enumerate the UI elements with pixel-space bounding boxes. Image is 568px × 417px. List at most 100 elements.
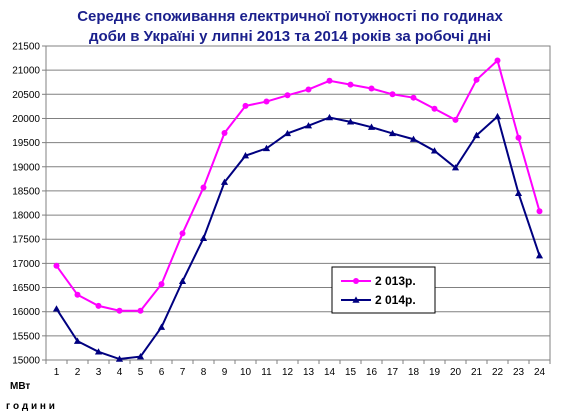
chart-title-line-1: Середнє споживання електричної потужност… [77,8,503,25]
legend-swatch-marker [353,278,359,284]
data-point [409,135,418,142]
y-tick-label: 20500 [12,90,40,101]
x-tick-label: 13 [303,367,315,378]
data-point [535,252,544,259]
x-tick-label: 23 [513,367,525,378]
x-tick-label: 9 [222,367,228,378]
y-tick-label: 15500 [12,331,40,342]
x-axis-ticks: 1 2 3 4 5 6 7 8 9 10 11 12 13 14 15 16 17 18 19 20 21 22 23 24 [45,360,551,378]
data-point [472,131,481,139]
data-point [262,144,271,152]
x-tick-label: 6 [159,367,165,378]
data-point [325,113,334,121]
legend-label: 2 014р. [375,293,416,307]
data-point [346,118,355,125]
data-point [200,184,207,191]
data-point [52,305,61,312]
data-point [158,281,165,288]
y-tick-label: 16500 [12,283,40,294]
x-tick-label: 1 [54,367,60,378]
data-point [179,230,186,237]
data-point [451,164,460,171]
y-tick-label: 21000 [12,66,40,77]
x-tick-label: 11 [261,367,272,378]
data-point [367,123,376,130]
chart-title-line-2: доби в Україні у липні 2013 та 2014 рокі… [89,28,491,45]
x-tick-label: 10 [240,367,252,378]
data-point [389,91,396,98]
data-point [515,134,522,141]
data-point [368,85,375,92]
x-tick-label: 12 [282,367,294,378]
data-point [304,122,313,129]
x-tick-label: 19 [429,367,441,378]
series-line [55,58,541,312]
data-point [220,178,229,185]
x-tick-label: 22 [492,367,504,378]
data-point [94,348,103,355]
x-tick-label: 14 [324,367,336,378]
x-axis-label: г о д и н и [6,401,55,412]
x-tick-label: 16 [366,367,378,378]
data-point [136,353,145,360]
data-point [115,355,124,362]
series-layer [52,57,544,362]
y-tick-label: 17500 [12,235,40,246]
data-point [493,112,502,120]
data-point [74,291,81,298]
legend: 2 013р. 2 014р. [331,266,436,314]
y-tick-label: 17000 [12,259,40,270]
series-line [55,114,541,361]
legend-swatch-marker [352,296,360,303]
data-point [514,189,523,197]
x-tick-label: 5 [138,367,144,378]
series-2 [52,112,544,362]
x-tick-label: 24 [534,367,546,378]
x-tick-label: 8 [201,367,207,378]
data-point [473,76,480,83]
data-point [410,94,417,101]
legend-item: 2 014р. [341,293,416,307]
x-tick-label: 2 [75,367,81,378]
data-point [263,98,270,105]
data-point [431,105,438,112]
series-1 [53,57,543,314]
legend-box [331,266,436,314]
data-point [95,302,102,309]
data-point [242,102,249,109]
data-point [178,277,187,284]
x-tick-label: 4 [117,367,123,378]
y-tick-label: 19500 [12,138,40,149]
x-tick-label: 21 [471,367,483,378]
data-point [53,262,60,269]
y-tick-label: 20000 [12,114,40,125]
data-point [347,81,354,88]
data-point [305,86,312,93]
data-point [452,116,459,123]
data-point [388,129,397,137]
data-point [494,57,501,64]
x-tick-label: 7 [180,367,186,378]
data-point [284,92,291,99]
y-tick-label: 19000 [12,162,40,173]
y-tick-label: 18000 [12,211,40,222]
data-point [326,77,333,84]
x-tick-label: 15 [345,367,357,378]
y-tick-label: 15000 [12,356,40,367]
data-point [430,147,439,154]
x-tick-label: 18 [408,367,420,378]
data-point [116,307,123,314]
y-axis-label: МВт [10,381,30,392]
data-point [241,152,250,159]
data-point [199,234,208,241]
data-point [137,307,144,314]
data-point [73,337,82,344]
x-tick-label: 3 [96,367,102,378]
y-tick-label: 16000 [12,307,40,318]
y-axis-ticks: 15000 15500 16000 16500 17000 17500 18000 18500… [12,42,46,367]
data-point [221,129,228,136]
legend-item: 2 013р. [341,274,416,288]
data-point [536,208,543,215]
y-tick-label: 18500 [12,186,40,197]
